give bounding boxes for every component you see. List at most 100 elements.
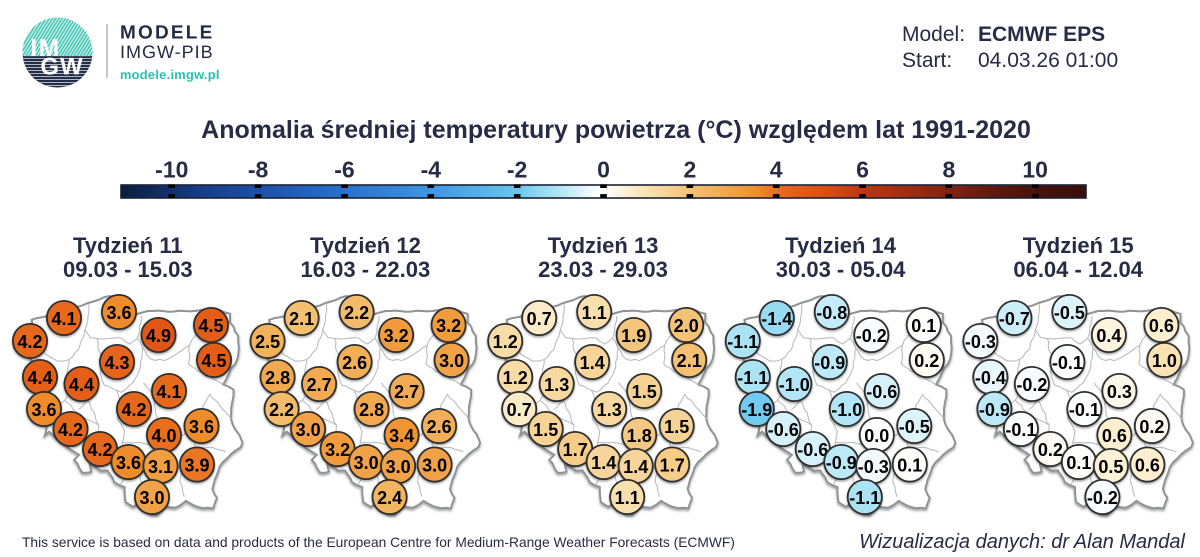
svg-text:-0.1: -0.1 [1069, 400, 1100, 420]
svg-text:3.2: 3.2 [436, 316, 461, 336]
svg-text:-0.2: -0.2 [1016, 375, 1047, 395]
svg-text:1.4: 1.4 [591, 453, 616, 473]
svg-text:3.2: 3.2 [325, 440, 350, 460]
svg-text:0.3: 0.3 [1107, 382, 1132, 402]
svg-text:1.3: 1.3 [544, 375, 569, 395]
svg-text:1.7: 1.7 [660, 456, 685, 476]
svg-text:0.2: 0.2 [1038, 440, 1063, 460]
svg-text:1.2: 1.2 [503, 368, 528, 388]
svg-text:-0.9: -0.9 [979, 400, 1010, 420]
svg-text:4.4: 4.4 [27, 368, 52, 388]
svg-text:0.5: 0.5 [1098, 457, 1123, 477]
svg-text:4.9: 4.9 [146, 326, 171, 346]
svg-text:2.8: 2.8 [359, 400, 384, 420]
svg-text:3.0: 3.0 [296, 420, 321, 440]
svg-text:4.1: 4.1 [51, 309, 76, 329]
svg-text:1.8: 1.8 [627, 426, 652, 446]
svg-text:-0.2: -0.2 [856, 326, 887, 346]
svg-text:0.2: 0.2 [914, 351, 939, 371]
svg-text:3.0: 3.0 [354, 453, 379, 473]
svg-text:3.6: 3.6 [116, 453, 141, 473]
svg-text:-1.1: -1.1 [737, 368, 768, 388]
svg-text:-1.9: -1.9 [741, 400, 772, 420]
svg-text:2: 2 [684, 157, 697, 183]
svg-text:-0.3: -0.3 [965, 332, 996, 352]
svg-text:0.1: 0.1 [911, 316, 936, 336]
svg-text:1.4: 1.4 [580, 353, 605, 373]
svg-text:2.4: 2.4 [377, 488, 402, 508]
svg-text:2.2: 2.2 [344, 303, 369, 323]
svg-text:-1.1: -1.1 [849, 488, 880, 508]
svg-text:2.1: 2.1 [677, 351, 702, 371]
svg-text:-0.1: -0.1 [1052, 353, 1083, 373]
svg-text:0.1: 0.1 [1066, 453, 1091, 473]
svg-text:-0.6: -0.6 [866, 382, 897, 402]
svg-text:-0.2: -0.2 [1087, 488, 1118, 508]
svg-text:2.6: 2.6 [342, 353, 367, 373]
svg-text:-6: -6 [334, 157, 354, 183]
svg-text:1.0: 1.0 [1152, 351, 1177, 371]
svg-text:-0.4: -0.4 [975, 368, 1006, 388]
svg-text:2.8: 2.8 [265, 368, 290, 388]
svg-text:0.7: 0.7 [507, 400, 532, 420]
svg-text:-1.1: -1.1 [727, 332, 758, 352]
svg-text:4.5: 4.5 [198, 316, 223, 336]
svg-text:MODELE: MODELE [120, 22, 214, 43]
svg-text:0.2: 0.2 [1139, 417, 1164, 437]
svg-text:0.7: 0.7 [527, 309, 552, 329]
svg-text:3.0: 3.0 [386, 457, 411, 477]
svg-text:modele.imgw.pl: modele.imgw.pl [120, 67, 220, 82]
svg-text:4.2: 4.2 [87, 440, 112, 460]
svg-text:3.0: 3.0 [422, 456, 447, 476]
svg-text:IMGW-PIB: IMGW-PIB [120, 42, 214, 62]
svg-text:-0.3: -0.3 [858, 457, 889, 477]
svg-text:3.0: 3.0 [139, 488, 164, 508]
svg-text:0.0: 0.0 [864, 426, 889, 446]
svg-text:-8: -8 [248, 157, 269, 183]
svg-text:2.1: 2.1 [289, 309, 314, 329]
svg-text:0.4: 0.4 [1096, 326, 1121, 346]
svg-text:1.5: 1.5 [632, 382, 657, 402]
svg-text:GW: GW [40, 53, 83, 80]
svg-text:3.9: 3.9 [184, 456, 209, 476]
svg-text:4.4: 4.4 [69, 375, 94, 395]
svg-text:0.6: 0.6 [1149, 316, 1174, 336]
svg-text:-0.7: -0.7 [999, 309, 1030, 329]
svg-text:1.1: 1.1 [615, 488, 640, 508]
svg-text:-1.0: -1.0 [831, 400, 862, 420]
svg-text:-10: -10 [155, 157, 188, 183]
svg-text:3.6: 3.6 [189, 417, 214, 437]
svg-text:0.1: 0.1 [897, 456, 922, 476]
svg-text:-2: -2 [507, 157, 527, 183]
svg-text:4.2: 4.2 [121, 400, 146, 420]
svg-text:1.5: 1.5 [533, 420, 558, 440]
svg-text:-0.8: -0.8 [816, 303, 847, 323]
svg-text:-4: -4 [421, 157, 442, 183]
svg-text:2.7: 2.7 [307, 375, 332, 395]
svg-text:-1.4: -1.4 [761, 309, 792, 329]
svg-text:1.3: 1.3 [597, 400, 622, 420]
svg-text:3.2: 3.2 [384, 326, 409, 346]
svg-text:0: 0 [597, 157, 610, 183]
svg-text:1.7: 1.7 [563, 440, 588, 460]
svg-text:-0.9: -0.9 [814, 353, 845, 373]
svg-text:-1.0: -1.0 [779, 375, 810, 395]
svg-text:3.6: 3.6 [106, 303, 131, 323]
svg-text:-0.1: -0.1 [1005, 420, 1036, 440]
svg-text:2.0: 2.0 [674, 316, 699, 336]
svg-text:1.4: 1.4 [623, 457, 648, 477]
svg-text:3.0: 3.0 [439, 351, 464, 371]
svg-text:-0.6: -0.6 [768, 420, 799, 440]
svg-text:3.1: 3.1 [148, 457, 173, 477]
svg-text:1.5: 1.5 [664, 417, 689, 437]
svg-text:1.9: 1.9 [621, 326, 646, 346]
svg-text:4.3: 4.3 [104, 353, 129, 373]
svg-text:4.2: 4.2 [17, 332, 42, 352]
svg-text:8: 8 [943, 157, 956, 183]
svg-text:-0.6: -0.6 [797, 440, 828, 460]
svg-text:1.1: 1.1 [582, 303, 607, 323]
svg-text:4.2: 4.2 [58, 420, 83, 440]
svg-text:3.6: 3.6 [31, 400, 56, 420]
svg-text:1.2: 1.2 [493, 332, 518, 352]
svg-text:3.4: 3.4 [389, 426, 414, 446]
